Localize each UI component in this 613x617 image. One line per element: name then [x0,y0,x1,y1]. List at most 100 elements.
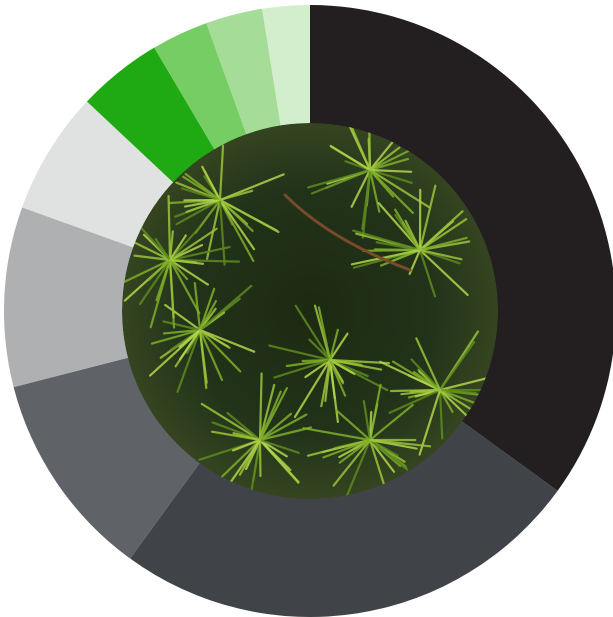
needle [438,388,476,404]
needle [167,194,172,262]
needle [258,412,293,442]
needle [168,258,201,315]
needle [329,144,372,172]
needle [350,168,372,208]
needle [250,438,262,492]
needle [418,218,468,252]
needle [232,432,262,442]
needle [412,371,442,392]
needle [438,388,478,395]
needle [258,372,263,442]
needle [332,438,372,487]
needle [258,383,276,442]
needle [415,337,442,392]
needle [164,303,202,332]
needle [307,168,372,189]
needle [268,344,332,362]
needle [368,157,410,172]
needle [198,328,242,373]
needle [304,358,332,379]
needle [418,236,468,252]
needle [133,254,172,262]
needle [218,198,280,234]
needle [308,338,332,362]
needle [218,144,225,202]
needle [418,184,437,252]
needle [306,438,372,457]
needle [193,282,202,332]
needle [176,328,202,393]
needle [361,168,372,239]
needle [218,198,255,262]
needle [198,328,256,353]
donut-slice [130,420,558,617]
needle [418,248,469,296]
center-photo [122,123,498,499]
needle [418,388,442,456]
needle [149,258,172,329]
needle [418,210,464,252]
needle [198,328,224,382]
needle [350,248,422,266]
needle [154,237,172,262]
needle [438,388,444,440]
needle [388,388,442,414]
needle [150,328,202,345]
needle [168,258,175,319]
donut-slice [13,357,201,559]
needle [302,427,372,442]
needle [377,202,422,252]
needle [368,403,414,442]
needle [410,358,442,392]
needle [138,258,172,306]
needle [317,306,332,362]
needle [335,409,372,442]
needle [218,198,256,251]
needle [198,287,216,332]
needle [438,388,454,413]
needle [328,358,383,371]
needle [438,388,475,412]
needle [168,226,201,262]
needle [379,360,442,392]
needle [205,198,222,260]
needle [418,248,437,298]
needle [183,198,222,208]
photo-background [122,123,498,499]
needle [438,388,470,419]
needle [328,358,356,376]
needle [168,234,187,262]
needle [175,198,222,226]
needle [201,165,222,202]
needle [362,399,372,442]
needle [162,320,202,332]
needle [218,198,226,266]
needle [328,358,347,397]
needle [368,168,413,173]
needle [322,438,372,459]
needle [168,258,198,264]
needle [178,328,202,361]
needle [328,332,349,362]
needle [293,358,332,419]
donut-slice [310,5,613,491]
needle [258,438,288,458]
needle [168,258,189,281]
donut-slice [22,101,175,248]
needle [368,168,413,184]
needle [198,284,253,332]
needle [200,402,262,442]
needle [404,219,422,252]
needle [418,248,463,261]
needle [285,358,332,368]
needle [218,198,254,233]
needle [258,438,300,454]
needle [352,229,422,252]
needle [328,328,339,362]
donut-slice [4,207,135,388]
needle [345,438,372,499]
needle [184,172,222,202]
needle [368,168,430,209]
